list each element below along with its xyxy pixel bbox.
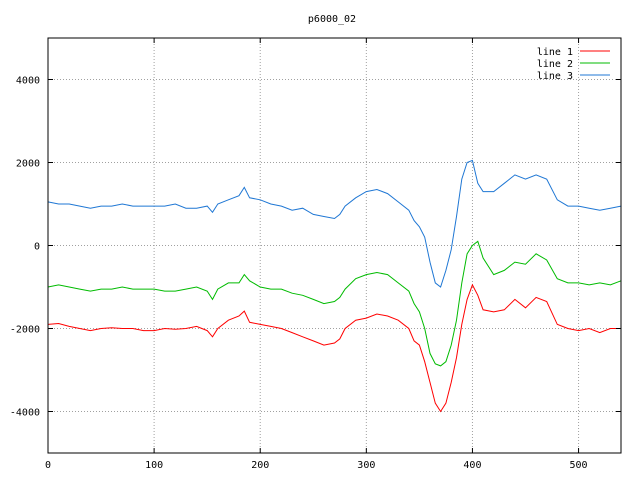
- x-tick-label: 200: [251, 460, 269, 471]
- legend-label: line 2: [537, 59, 573, 70]
- x-tick-label: 500: [570, 460, 588, 471]
- series-layer: [47, 159, 622, 413]
- plot-frame: [47, 37, 622, 454]
- axis-ticks: 0 100 200 300 400 500 -4000 -2000 0 2000 4000: [10, 38, 621, 471]
- y-tick-label: 2000: [16, 159, 40, 170]
- y-tick-label: -2000: [10, 325, 40, 336]
- chart-title: p6000_02: [308, 14, 356, 25]
- grid-lines: [47, 38, 621, 453]
- x-tick-label: 100: [145, 460, 163, 471]
- legend-label: line 1: [537, 47, 573, 58]
- series-line-3: [47, 159, 622, 288]
- x-tick-label: 0: [45, 460, 51, 471]
- series-line-2: [47, 240, 622, 367]
- y-tick-label: 4000: [16, 76, 40, 87]
- y-tick-label: 0: [34, 242, 40, 253]
- x-tick-label: 300: [357, 460, 375, 471]
- legend-label: line 3: [537, 71, 573, 82]
- series-line-1: [47, 283, 621, 413]
- x-tick-label: 400: [463, 460, 481, 471]
- y-tick-label: -4000: [10, 408, 40, 419]
